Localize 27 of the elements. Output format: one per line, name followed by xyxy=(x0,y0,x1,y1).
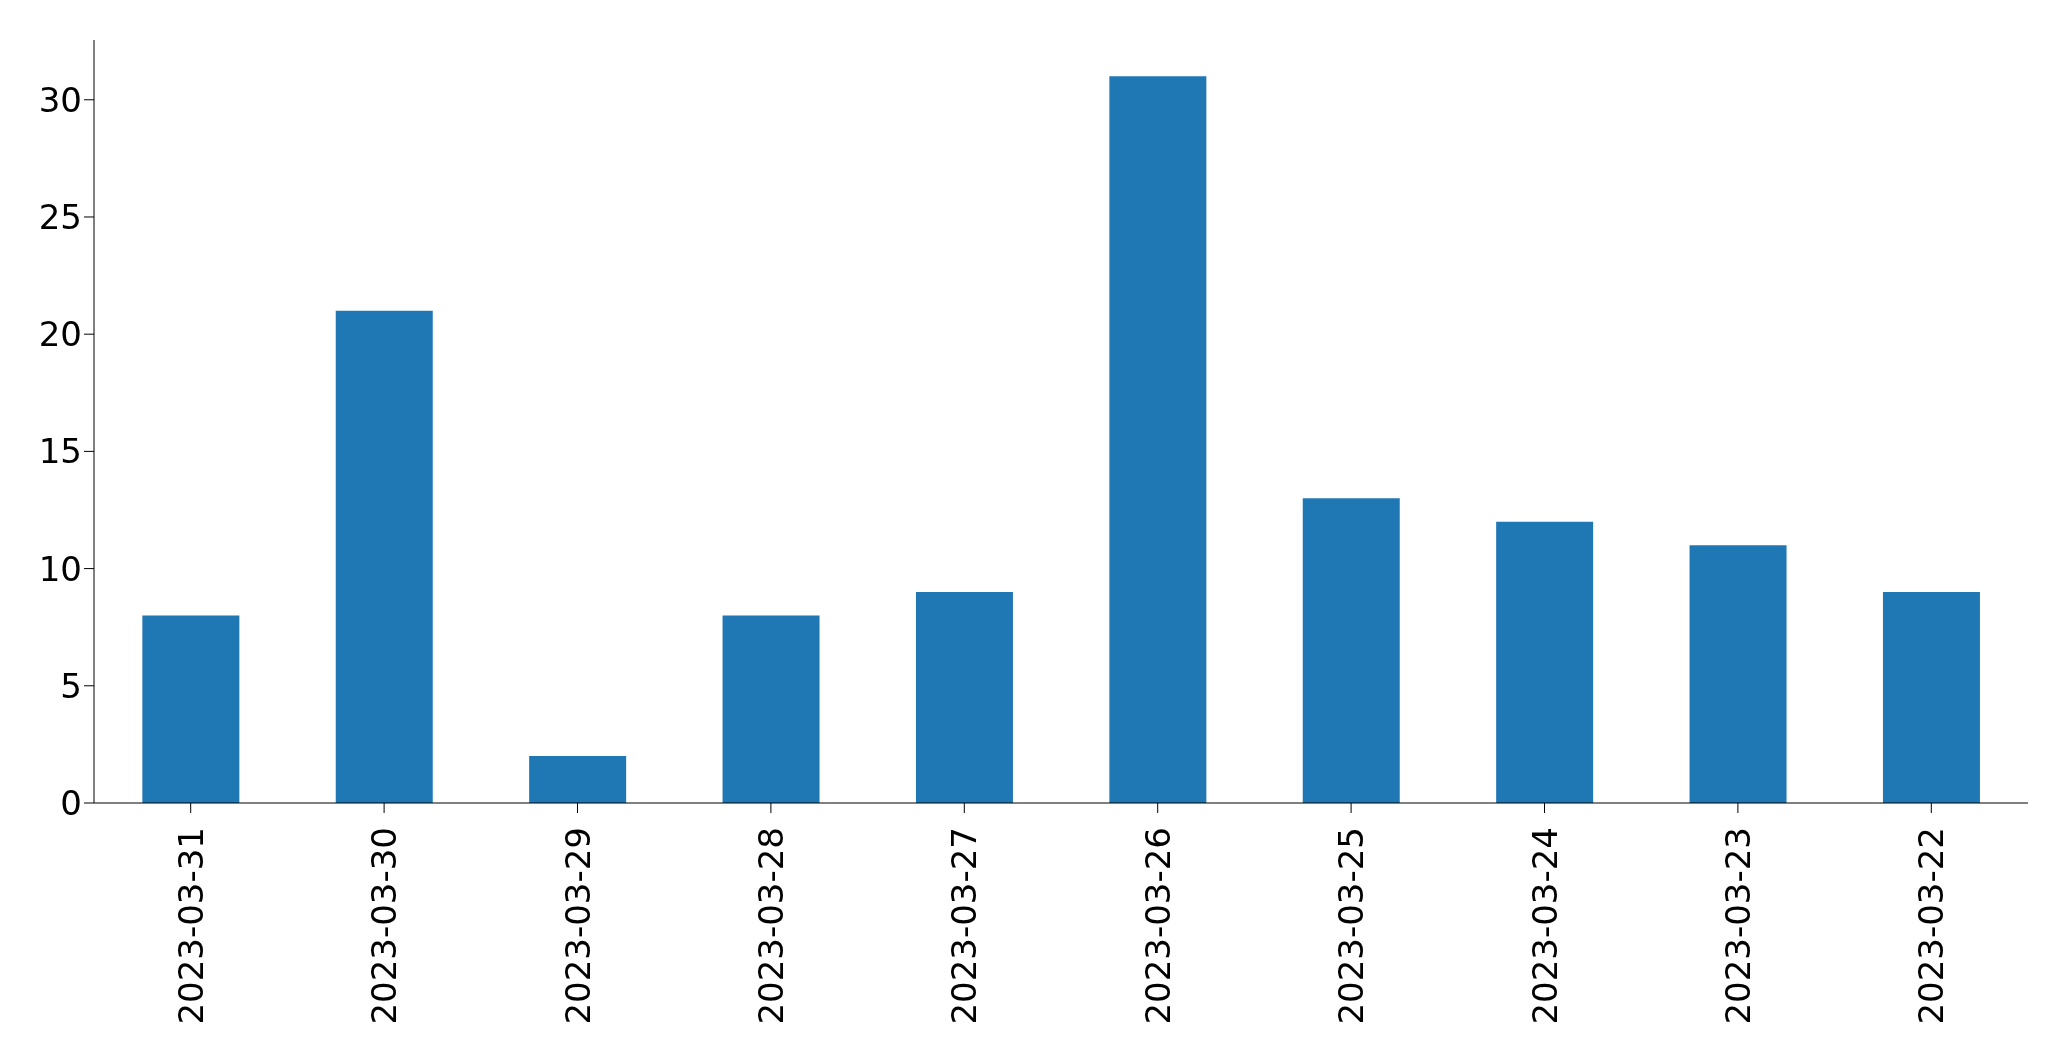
x-tick-label: 2023-03-27 xyxy=(944,827,985,1025)
x-tick-label: 2023-03-25 xyxy=(1331,827,1372,1025)
bar xyxy=(142,615,240,803)
bar xyxy=(722,615,820,803)
x-tick-label: 2023-03-30 xyxy=(364,827,405,1025)
bar xyxy=(1109,76,1207,803)
y-tick-label: 5 xyxy=(60,665,82,706)
bar xyxy=(335,310,433,803)
x-tick-label: 2023-03-29 xyxy=(557,827,598,1025)
bar xyxy=(1882,592,1980,803)
y-tick-label: 25 xyxy=(38,197,82,238)
y-tick-label: 10 xyxy=(38,548,82,589)
y-tick-label: 30 xyxy=(38,79,82,120)
bar xyxy=(1689,545,1787,803)
y-tick-label: 20 xyxy=(38,314,82,355)
x-tick-label: 2023-03-22 xyxy=(1911,827,1952,1025)
y-tick-label: 15 xyxy=(38,431,82,472)
x-tick-label: 2023-03-23 xyxy=(1717,827,1758,1025)
bar xyxy=(529,756,627,803)
bar xyxy=(1496,521,1594,803)
x-tick-label: 2023-03-26 xyxy=(1137,827,1178,1025)
x-tick-label: 2023-03-28 xyxy=(750,827,791,1025)
x-tick-label: 2023-03-24 xyxy=(1524,827,1565,1025)
x-tick-label: 2023-03-31 xyxy=(170,827,211,1025)
bar xyxy=(915,592,1013,803)
bar xyxy=(1302,498,1400,803)
y-tick-label: 0 xyxy=(60,783,82,824)
